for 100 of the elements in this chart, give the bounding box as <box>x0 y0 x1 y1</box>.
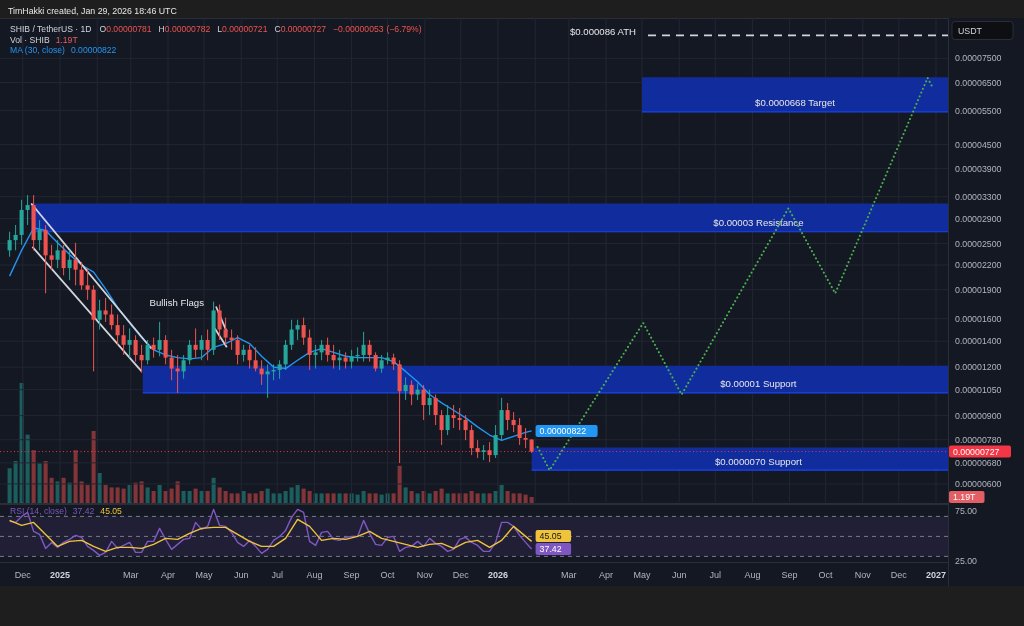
bar <box>271 493 276 503</box>
y-tick-label: 0.00002900 <box>955 213 1002 224</box>
bar <box>397 465 402 503</box>
bar <box>427 493 432 503</box>
candlestick <box>421 384 426 421</box>
bar <box>139 481 144 503</box>
candlestick <box>463 414 468 441</box>
candlestick <box>247 344 252 370</box>
bar <box>373 493 378 503</box>
candlestick <box>511 411 516 433</box>
bar <box>361 491 366 503</box>
bar <box>265 488 270 503</box>
candlestick <box>427 389 432 416</box>
text: 1.19T <box>953 492 977 503</box>
candlestick <box>319 339 324 361</box>
x-tick-label: Jun <box>233 570 249 581</box>
candlestick <box>493 424 498 459</box>
text: 0.00000822 <box>70 45 117 56</box>
x-tick-label: 2025 <box>49 570 71 581</box>
bar <box>499 485 504 503</box>
bar <box>187 491 192 503</box>
bar <box>283 491 288 503</box>
candlestick <box>373 351 378 372</box>
bar <box>331 493 336 503</box>
bar <box>121 488 126 503</box>
y-tick-label: 0.00002500 <box>955 238 1002 249</box>
bar <box>157 485 162 503</box>
candlestick <box>451 404 456 429</box>
x-tick-label: Oct <box>380 570 396 581</box>
bar <box>91 431 96 503</box>
bar <box>235 493 240 503</box>
line-series <box>536 76 934 472</box>
x-tick-label: Sep <box>343 570 360 581</box>
text: 45.05 <box>100 506 122 517</box>
bar <box>205 491 210 503</box>
y-tick-label: 0.00000680 <box>955 457 1002 468</box>
candlestick <box>163 334 168 365</box>
x-tick-label: May <box>195 570 213 581</box>
bar <box>145 487 150 503</box>
bar <box>433 491 438 503</box>
chart-title: Vol · SHIB <box>10 34 50 45</box>
candlestick <box>445 404 450 436</box>
x-tick-label: Mar <box>561 570 577 581</box>
candlestick <box>73 242 78 286</box>
candlestick <box>49 244 54 271</box>
bar <box>241 491 246 503</box>
candlestick <box>253 346 258 372</box>
y-tick-label: 0.00001900 <box>955 284 1002 295</box>
bar <box>37 463 42 503</box>
bar <box>295 485 300 503</box>
candlestick <box>505 402 510 431</box>
candlestick <box>523 427 528 449</box>
bar <box>97 473 102 503</box>
candlestick <box>265 363 270 399</box>
x-tick-label: Apr <box>160 570 176 581</box>
candlestick <box>127 327 132 359</box>
bar <box>31 450 36 503</box>
candlestick <box>403 376 408 401</box>
bar <box>109 487 114 503</box>
bar <box>151 491 156 503</box>
series-label: $0.00003 Resistance <box>713 217 804 229</box>
text: O0.00000781 H0.00000782 L0.00000721 C0.00000727 −0.00000053 (−6.79%) <box>99 24 422 35</box>
bar <box>115 487 120 503</box>
x-tick-label: Sep <box>781 570 798 581</box>
series-label: $0.0000668 Target <box>755 97 836 109</box>
candlestick <box>283 339 288 371</box>
candlestick <box>409 379 414 406</box>
bar <box>217 487 222 503</box>
bar <box>391 493 396 503</box>
bar <box>523 494 528 503</box>
x-tick-label: Apr <box>598 570 614 581</box>
candlestick <box>307 329 312 371</box>
data-label: 0.00000822 <box>539 425 587 436</box>
bar <box>529 497 534 503</box>
candlestick <box>235 334 240 365</box>
candlestick <box>199 334 204 361</box>
bar <box>409 491 414 503</box>
ref-line-label: 0.00000727 <box>953 446 1000 457</box>
bar <box>481 493 486 503</box>
text: MA (30, close) <box>10 45 66 56</box>
line-series <box>8 227 533 442</box>
bar <box>79 481 84 503</box>
candlestick <box>295 319 300 341</box>
bar <box>439 488 444 503</box>
series-label: $0.0000070 Support <box>714 455 803 467</box>
bar <box>223 491 228 503</box>
x-tick-label: 2027 <box>925 570 947 581</box>
bar <box>175 481 180 503</box>
bar <box>85 485 90 503</box>
bar <box>469 491 474 503</box>
text: SHIB / TetherUS · 1D <box>10 24 92 35</box>
bar <box>343 493 348 503</box>
candlestick <box>181 354 186 380</box>
candlestick <box>277 359 282 380</box>
candlestick <box>457 407 462 431</box>
line-series <box>8 518 533 553</box>
bar <box>367 493 372 503</box>
series-label: $0.00001 Support <box>720 378 797 390</box>
text: 1.19T <box>55 34 78 45</box>
candlestick <box>301 317 306 346</box>
